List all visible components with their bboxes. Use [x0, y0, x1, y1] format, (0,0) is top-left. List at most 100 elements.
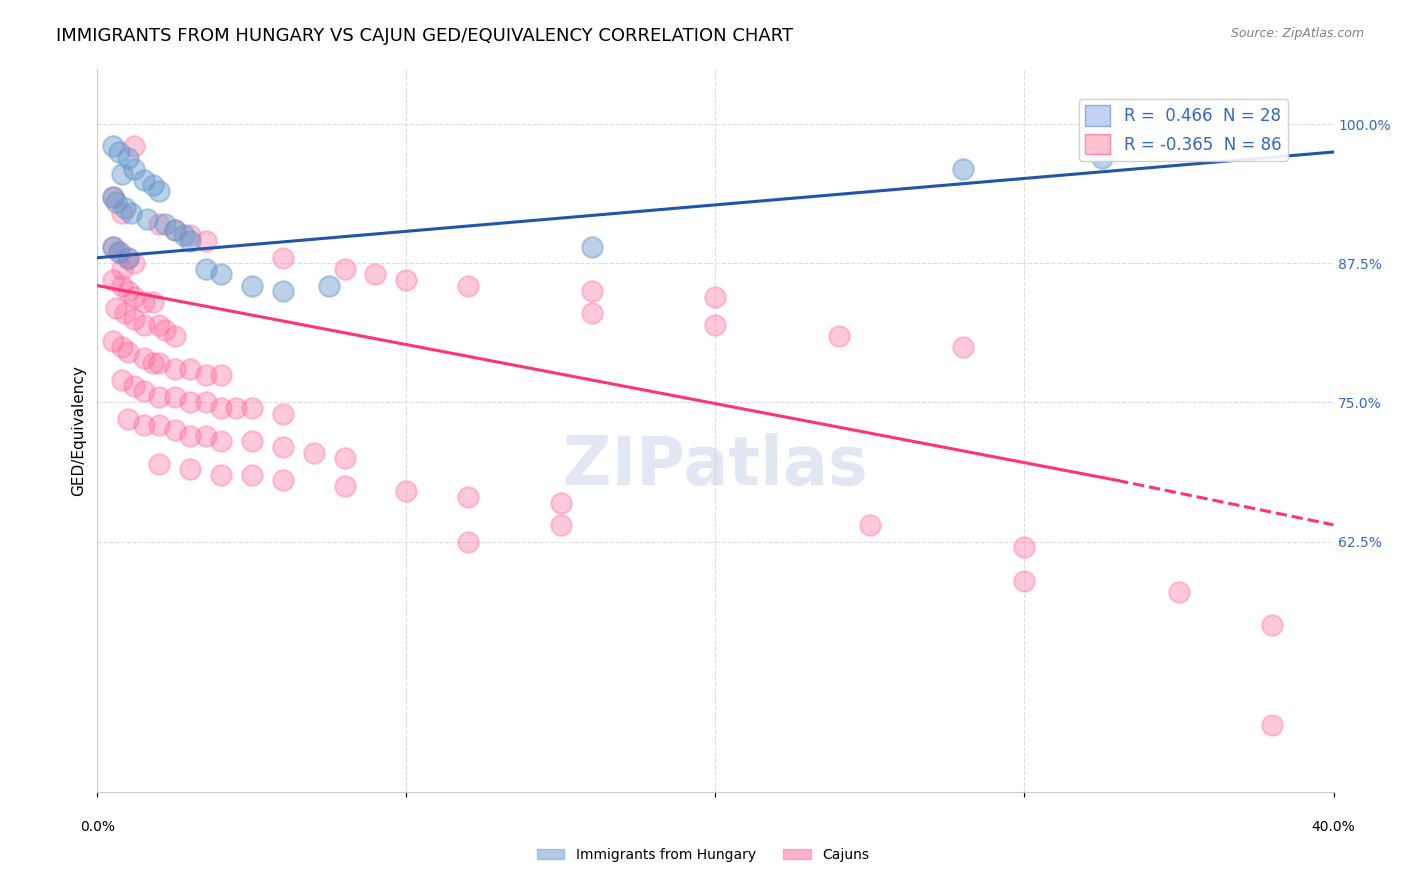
Point [581, 306, 603, 320]
Point [581, 284, 603, 298]
Point [117, 345, 139, 359]
Point [111, 278, 134, 293]
Point [194, 261, 217, 276]
Point [114, 201, 136, 215]
Point [457, 534, 479, 549]
Point [704, 318, 727, 332]
Point [194, 234, 217, 248]
Text: 40.0%: 40.0% [1312, 820, 1355, 834]
Point [173, 228, 195, 243]
Point [1168, 584, 1191, 599]
Text: Source: ZipAtlas.com: Source: ZipAtlas.com [1230, 27, 1364, 40]
Point [132, 351, 155, 365]
Point [114, 306, 136, 320]
Point [101, 239, 124, 253]
Text: IMMIGRANTS FROM HUNGARY VS CAJUN GED/EQUIVALENCY CORRELATION CHART: IMMIGRANTS FROM HUNGARY VS CAJUN GED/EQU… [56, 27, 793, 45]
Point [271, 407, 294, 421]
Point [179, 234, 201, 248]
Point [179, 429, 201, 443]
Point [142, 356, 165, 370]
Point [209, 368, 232, 382]
Point [148, 184, 170, 198]
Point [209, 434, 232, 449]
Point [395, 484, 418, 499]
Point [148, 457, 170, 471]
Point [108, 245, 131, 260]
Point [101, 334, 124, 349]
Point [104, 301, 127, 315]
Point [142, 178, 165, 193]
Point [132, 384, 155, 399]
Point [124, 139, 146, 153]
Point [104, 195, 127, 210]
Point [194, 429, 217, 443]
Point [117, 251, 139, 265]
Point [240, 467, 263, 482]
Point [132, 417, 155, 432]
Point [364, 268, 387, 282]
Point [117, 251, 139, 265]
Point [240, 434, 263, 449]
Point [333, 261, 356, 276]
Point [111, 373, 134, 387]
Point [163, 223, 186, 237]
Point [108, 145, 131, 159]
Point [225, 401, 247, 415]
Point [117, 151, 139, 165]
Point [132, 318, 155, 332]
Point [271, 284, 294, 298]
Point [333, 451, 356, 466]
Point [124, 312, 146, 326]
Point [135, 211, 157, 226]
Point [101, 139, 124, 153]
Point [457, 490, 479, 504]
Point [179, 395, 201, 409]
Point [952, 161, 974, 176]
Point [1014, 540, 1036, 554]
Point [209, 268, 232, 282]
Point [1091, 151, 1114, 165]
Point [333, 479, 356, 493]
Point [124, 290, 146, 304]
Point [148, 417, 170, 432]
Point [240, 401, 263, 415]
Point [271, 251, 294, 265]
Point [163, 423, 186, 437]
Point [194, 368, 217, 382]
Point [1260, 618, 1282, 632]
Point [163, 328, 186, 343]
Point [148, 318, 170, 332]
Point [163, 390, 186, 404]
Point [179, 462, 201, 476]
Point [101, 239, 124, 253]
Point [828, 328, 851, 343]
Legend: R =  0.466  N = 28, R = -0.365  N = 86: R = 0.466 N = 28, R = -0.365 N = 86 [1078, 98, 1288, 161]
Point [120, 206, 142, 220]
Point [271, 473, 294, 487]
Point [1260, 718, 1282, 732]
Point [163, 223, 186, 237]
Point [101, 189, 124, 203]
Point [111, 261, 134, 276]
Point [457, 278, 479, 293]
Point [395, 273, 418, 287]
Point [111, 206, 134, 220]
Point [271, 440, 294, 454]
Point [124, 161, 146, 176]
Point [179, 228, 201, 243]
Point [148, 356, 170, 370]
Point [148, 218, 170, 232]
Point [163, 362, 186, 376]
Point [132, 173, 155, 187]
Point [117, 284, 139, 298]
Point [209, 401, 232, 415]
Point [318, 278, 340, 293]
Point [148, 390, 170, 404]
Point [240, 278, 263, 293]
Point [101, 189, 124, 203]
Point [155, 218, 177, 232]
Point [117, 412, 139, 426]
Point [550, 517, 572, 532]
Point [101, 273, 124, 287]
Legend: Immigrants from Hungary, Cajuns: Immigrants from Hungary, Cajuns [531, 842, 875, 867]
